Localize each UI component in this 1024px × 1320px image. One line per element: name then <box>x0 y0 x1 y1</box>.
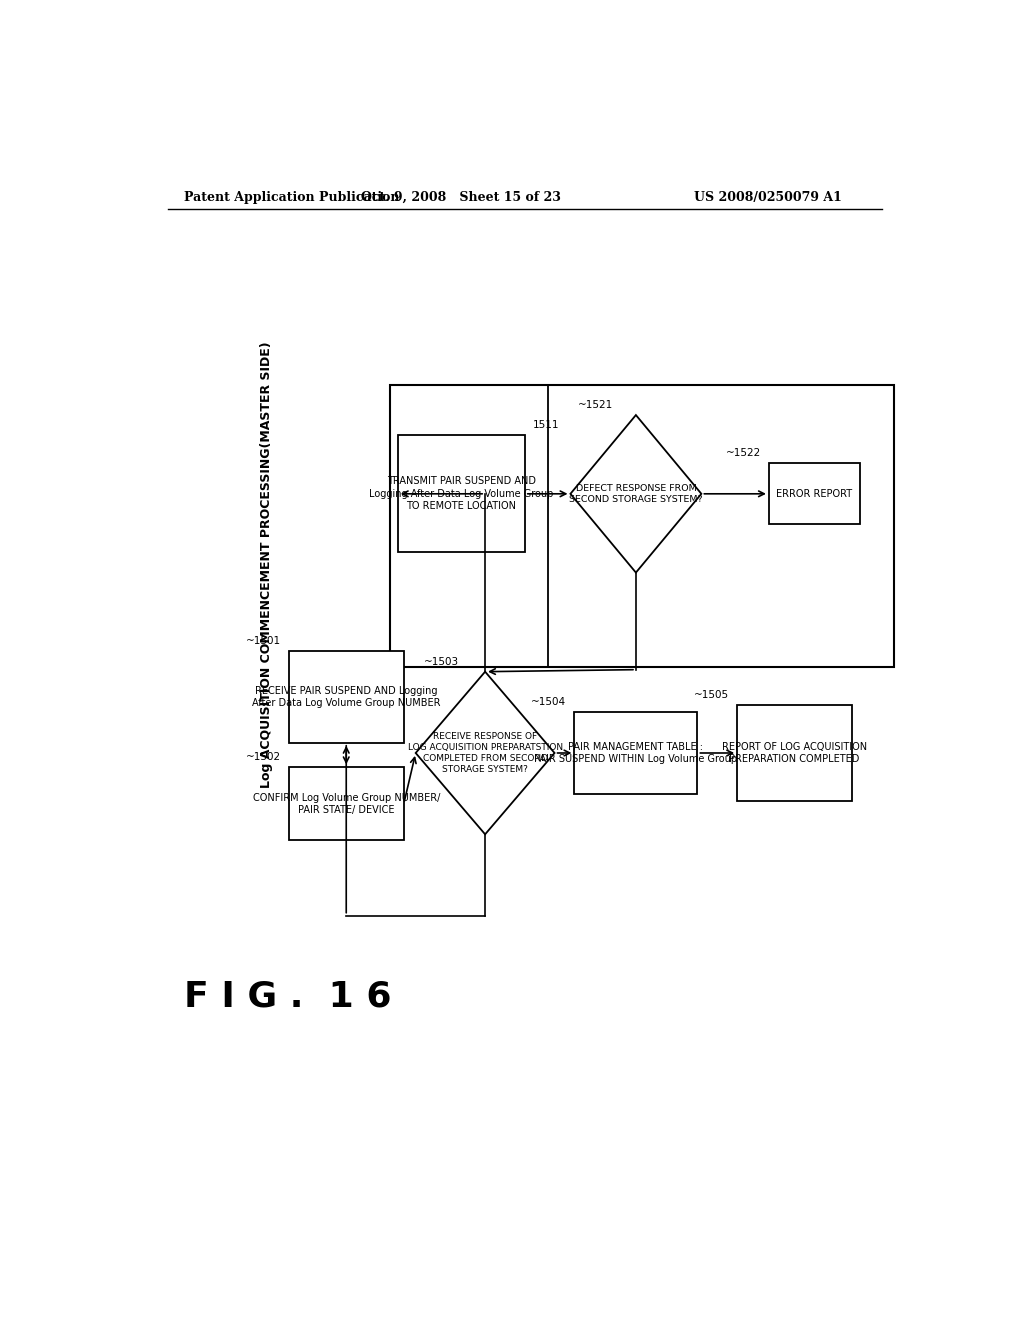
Text: ERROR REPORT: ERROR REPORT <box>776 488 853 499</box>
Bar <box>769 463 860 524</box>
Bar <box>289 651 403 743</box>
Polygon shape <box>416 672 555 834</box>
Bar <box>737 705 852 801</box>
Text: RECEIVE PAIR SUSPEND AND Logging
After Data Log Volume Group NUMBER: RECEIVE PAIR SUSPEND AND Logging After D… <box>252 686 440 709</box>
Text: 1511: 1511 <box>532 420 559 430</box>
Text: F I G .  1 6: F I G . 1 6 <box>183 979 391 1014</box>
Text: ~1504: ~1504 <box>531 697 566 708</box>
Text: Oct. 9, 2008   Sheet 15 of 23: Oct. 9, 2008 Sheet 15 of 23 <box>361 190 561 203</box>
Text: RECEIVE RESPONSE OF
LOG ACQUISITION PREPARATSTION
COMPLETED FROM SECOND
STORAGE : RECEIVE RESPONSE OF LOG ACQUISITION PREP… <box>408 731 562 774</box>
Text: ~1501: ~1501 <box>246 636 281 647</box>
Bar <box>289 767 403 841</box>
Text: ~1505: ~1505 <box>694 689 729 700</box>
Text: DEFECT RESPONSE FROM
SECOND STORAGE SYSTEM?: DEFECT RESPONSE FROM SECOND STORAGE SYST… <box>569 483 702 504</box>
Bar <box>397 436 524 552</box>
Text: REPORT OF LOG ACQUISITION
PREPARATION COMPLETED: REPORT OF LOG ACQUISITION PREPARATION CO… <box>722 742 867 764</box>
Text: PAIR MANAGEMENT TABLE :
PAIR SUSPEND WITHIN Log Volume Group: PAIR MANAGEMENT TABLE : PAIR SUSPEND WIT… <box>535 742 737 764</box>
Text: ~1522: ~1522 <box>726 449 761 458</box>
Text: ~1502: ~1502 <box>246 752 281 762</box>
Text: TRANSMIT PAIR SUSPEND AND
Logging After Data Log Volume Group
TO REMOTE LOCATION: TRANSMIT PAIR SUSPEND AND Logging After … <box>369 477 554 511</box>
Bar <box>390 384 894 667</box>
Bar <box>574 713 697 793</box>
Text: ~1503: ~1503 <box>424 656 459 667</box>
Text: Log ACQUISITION COMMENCEMENT PROCESSING(MASTER SIDE): Log ACQUISITION COMMENCEMENT PROCESSING(… <box>260 342 273 788</box>
Polygon shape <box>570 414 701 573</box>
Text: US 2008/0250079 A1: US 2008/0250079 A1 <box>694 190 842 203</box>
Text: ~1521: ~1521 <box>579 400 613 411</box>
Text: CONFIRM Log Volume Group NUMBER/
PAIR STATE/ DEVICE: CONFIRM Log Volume Group NUMBER/ PAIR ST… <box>253 792 440 814</box>
Text: Patent Application Publication: Patent Application Publication <box>183 190 399 203</box>
